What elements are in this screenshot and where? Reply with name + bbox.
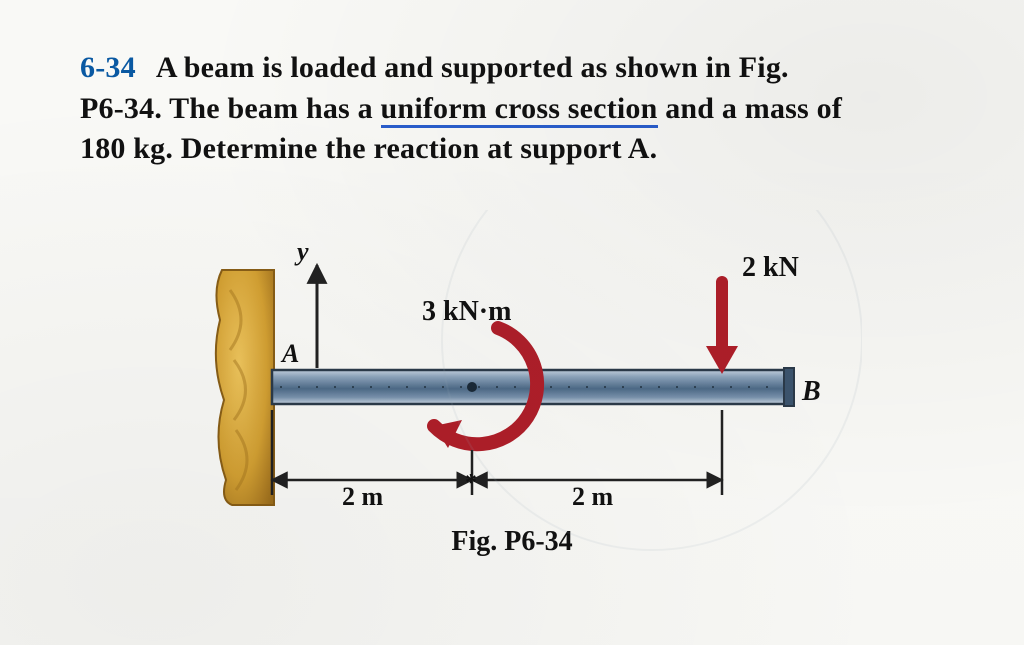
figure-caption: Fig. P6-34: [451, 526, 572, 557]
figure: y A B 3 kN·m: [162, 210, 862, 590]
problem-line2-post: and a mass of: [658, 92, 843, 125]
moment-label: 3 kN·m: [422, 296, 511, 327]
problem-line1: A beam is loaded and supported as shown …: [156, 51, 789, 84]
dim-right-label: 2 m: [572, 482, 614, 511]
support-a-label: A: [280, 339, 299, 368]
force-label: 2 kN: [742, 252, 799, 283]
dim-left-label: 2 m: [342, 482, 384, 511]
page: 6-34 A beam is loaded and supported as s…: [0, 0, 1024, 645]
problem-statement: 6-34 A beam is loaded and supported as s…: [80, 48, 944, 170]
end-b-label: B: [801, 376, 821, 407]
figure-svg: y A B 3 kN·m: [162, 210, 862, 590]
problem-line2-pre: P6-34. The beam has a: [80, 92, 381, 125]
svg-text:*: *: [465, 470, 477, 496]
problem-number: 6-34: [80, 51, 136, 84]
fixed-support-wall: [216, 270, 274, 505]
underlined-phrase: uniform cross section: [381, 92, 658, 128]
point-load: 2 kN: [706, 252, 799, 374]
y-axis-label: y: [294, 237, 309, 266]
problem-line3: 180 kg. Determine the reaction at suppor…: [80, 132, 657, 165]
